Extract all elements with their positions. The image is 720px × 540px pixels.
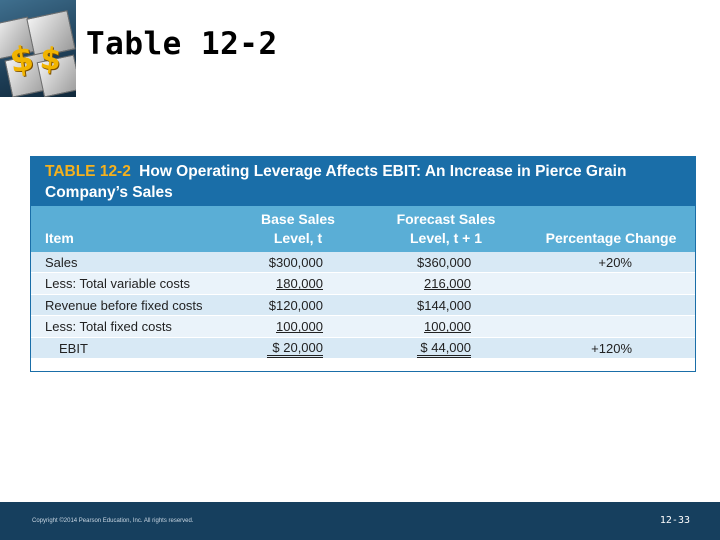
data-table: TABLE 12-2 How Operating Leverage Affect… bbox=[30, 156, 696, 372]
slide-footer: Copyright ©2014 Pearson Education, Inc. … bbox=[0, 502, 720, 540]
table-row: Less: Total fixed costs 100,000 100,000 bbox=[31, 316, 695, 338]
header-item: Item bbox=[45, 229, 74, 248]
header-base-sales: Base Sales Level, t bbox=[253, 210, 343, 248]
row-base-value: $ 20,000 bbox=[267, 340, 323, 358]
header-percentage-change: Percentage Change bbox=[536, 229, 686, 248]
row-forecast-value: $ 44,000 bbox=[417, 340, 471, 358]
row-base-value: $120,000 bbox=[268, 297, 323, 313]
row-forecast-value: $360,000 bbox=[417, 255, 472, 270]
row-percentage: +20% bbox=[598, 255, 632, 270]
row-base-value: 180,000 bbox=[276, 276, 323, 292]
table-row: Less: Total variable costs 180,000 216,0… bbox=[31, 273, 695, 295]
header-forecast-line1: Forecast Sales bbox=[396, 211, 496, 227]
table-header-row: Item Base Sales Level, t Forecast Sales … bbox=[31, 206, 695, 252]
table-row: Sales $300,000 $360,000 +20% bbox=[31, 252, 695, 274]
row-label: EBIT bbox=[59, 340, 88, 356]
header-base-line2: Level, t bbox=[273, 230, 323, 246]
header-item-label: Item bbox=[45, 230, 74, 246]
row-label: Less: Total variable costs bbox=[45, 276, 190, 292]
row-label: Less: Total fixed costs bbox=[45, 319, 172, 335]
table-row: EBIT $ 20,000 $ 44,000 +120% bbox=[31, 337, 695, 359]
table-caption: TABLE 12-2 How Operating Leverage Affect… bbox=[31, 157, 695, 206]
table-row: Revenue before fixed costs $120,000 $144… bbox=[31, 294, 695, 317]
page-number: 12-33 bbox=[659, 515, 690, 526]
header-percentage-label: Percentage Change bbox=[545, 230, 677, 246]
dollar-cubes-logo: $ $ bbox=[0, 0, 76, 97]
row-percentage: +120% bbox=[591, 340, 632, 356]
slide-title: Table 12-2 bbox=[86, 26, 278, 62]
row-base-value: $300,000 bbox=[268, 255, 323, 270]
header-forecast-line2: Level, t + 1 bbox=[410, 230, 482, 246]
dollar-icon: $ bbox=[38, 41, 63, 78]
table-number: TABLE 12-2 bbox=[45, 163, 131, 180]
row-forecast-value: $144,000 bbox=[417, 297, 472, 313]
header-base-line1: Base Sales bbox=[261, 211, 335, 227]
copyright-notice: Copyright ©2014 Pearson Education, Inc. … bbox=[32, 518, 194, 524]
row-forecast-value: 100,000 bbox=[424, 319, 471, 335]
table-title: How Operating Leverage Affects EBIT: An … bbox=[45, 163, 627, 201]
row-label: Revenue before fixed costs bbox=[45, 297, 203, 313]
row-base-value: 100,000 bbox=[276, 319, 323, 335]
row-forecast-value: 216,000 bbox=[424, 276, 471, 292]
header-forecast-sales: Forecast Sales Level, t + 1 bbox=[386, 210, 506, 248]
row-label: Sales bbox=[45, 255, 78, 270]
